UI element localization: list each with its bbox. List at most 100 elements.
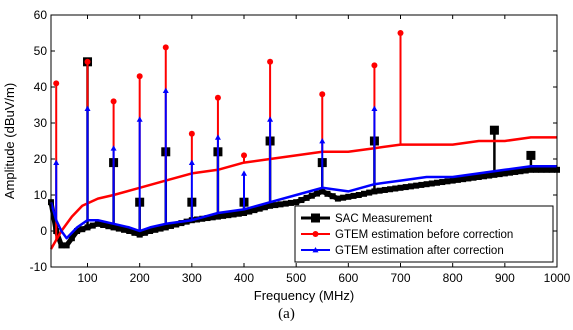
- peak-marker: [162, 44, 169, 51]
- peak-marker: [267, 58, 274, 65]
- data-point: [68, 235, 75, 242]
- x-tick-label: 300: [182, 271, 202, 285]
- x-tick-label: 100: [77, 271, 97, 285]
- data-point: [434, 179, 441, 186]
- data-point: [314, 190, 321, 197]
- data-point: [413, 182, 420, 189]
- data-point: [460, 176, 467, 183]
- data-point: [293, 199, 300, 206]
- data-point: [74, 228, 81, 234]
- peak-marker: [136, 116, 143, 122]
- peak-marker: [188, 159, 195, 165]
- data-point: [79, 226, 86, 233]
- data-point: [58, 242, 65, 249]
- x-tick-label: 700: [390, 271, 410, 285]
- peak-marker: [214, 134, 221, 140]
- data-point: [298, 197, 305, 204]
- y-tick-label: 40: [34, 80, 48, 94]
- legend-label: GTEM estimation after correction: [335, 245, 504, 257]
- data-point: [105, 223, 112, 230]
- data-point: [235, 210, 242, 217]
- data-point: [230, 211, 237, 218]
- peak-marker: [371, 62, 378, 69]
- data-point: [355, 192, 362, 198]
- data-point: [345, 193, 352, 200]
- data-point: [115, 225, 122, 232]
- data-point: [89, 222, 96, 229]
- data-point: [126, 228, 133, 234]
- data-point: [350, 192, 357, 199]
- data-point: [256, 205, 263, 212]
- peak-marker: [214, 94, 221, 101]
- data-point: [407, 183, 414, 190]
- data-point: [538, 166, 545, 173]
- data-point: [167, 222, 174, 229]
- data-point: [94, 220, 101, 227]
- y-tick-label: 60: [34, 8, 48, 22]
- peak-marker: [53, 159, 60, 165]
- data-point: [340, 194, 347, 201]
- data-point: [141, 229, 148, 236]
- data-point: [423, 181, 430, 188]
- legend-rows: SAC Measurement GTEM estimation before co…: [301, 213, 513, 257]
- data-point: [63, 242, 70, 249]
- y-tick-label: 10: [34, 188, 48, 202]
- peak-marker: [110, 98, 117, 105]
- data-point: [360, 190, 367, 197]
- data-point: [376, 187, 383, 194]
- data-point: [517, 168, 524, 175]
- data-point: [454, 176, 461, 183]
- data-point: [287, 199, 294, 206]
- data-point: [366, 189, 373, 196]
- y-tick-label: 0: [40, 224, 47, 238]
- peak-marker: [241, 152, 248, 159]
- data-point: [480, 173, 487, 180]
- ticks-layer: 100 200 300 400 500 600 700 800 900 1000 -10 0 10 20 3…: [30, 8, 571, 285]
- data-point: [329, 193, 336, 200]
- x-tick-label: 500: [286, 271, 306, 285]
- data-point: [152, 226, 159, 233]
- data-point: [199, 215, 206, 222]
- x-tick-label: 200: [130, 271, 150, 285]
- y-tick-label: 50: [34, 44, 48, 58]
- data-point: [261, 204, 268, 211]
- data-point: [173, 221, 180, 228]
- data-point: [418, 181, 425, 188]
- data-point: [121, 226, 128, 233]
- peak-marker: [188, 130, 195, 137]
- series-layer: [48, 30, 560, 250]
- legend-label: GTEM estimation before correction: [335, 229, 513, 241]
- data-point: [397, 184, 404, 191]
- legend-marker: [312, 247, 319, 253]
- y-tick-label: 30: [34, 116, 48, 130]
- y-tick-label: 20: [34, 152, 48, 166]
- data-point: [522, 167, 529, 174]
- x-tick-label: 400: [234, 271, 254, 285]
- peak-marker: [526, 150, 536, 160]
- data-point: [303, 194, 310, 201]
- peak-marker: [267, 116, 274, 122]
- data-point: [465, 175, 472, 182]
- data-point: [277, 201, 284, 208]
- data-point: [220, 212, 227, 219]
- data-point: [496, 171, 503, 178]
- data-point: [444, 178, 451, 185]
- x-tick-label: 900: [495, 271, 515, 285]
- y-axis-label: Amplitude (dBuV/m): [2, 83, 17, 199]
- legend: SAC Measurement GTEM estimation before co…: [294, 205, 554, 263]
- peak-marker: [84, 58, 91, 65]
- data-point: [251, 207, 258, 214]
- data-point: [178, 220, 185, 227]
- data-point: [387, 186, 394, 193]
- plot-frame: [50, 14, 558, 268]
- data-point: [246, 208, 253, 215]
- data-point: [543, 166, 550, 173]
- data-point: [475, 174, 482, 180]
- peak-marker: [241, 170, 248, 176]
- data-point: [533, 166, 540, 173]
- data-point: [449, 177, 456, 184]
- peak-marker: [319, 91, 326, 98]
- data-point: [501, 170, 508, 177]
- figure-caption: (a): [278, 306, 295, 322]
- legend-marker: [311, 213, 320, 223]
